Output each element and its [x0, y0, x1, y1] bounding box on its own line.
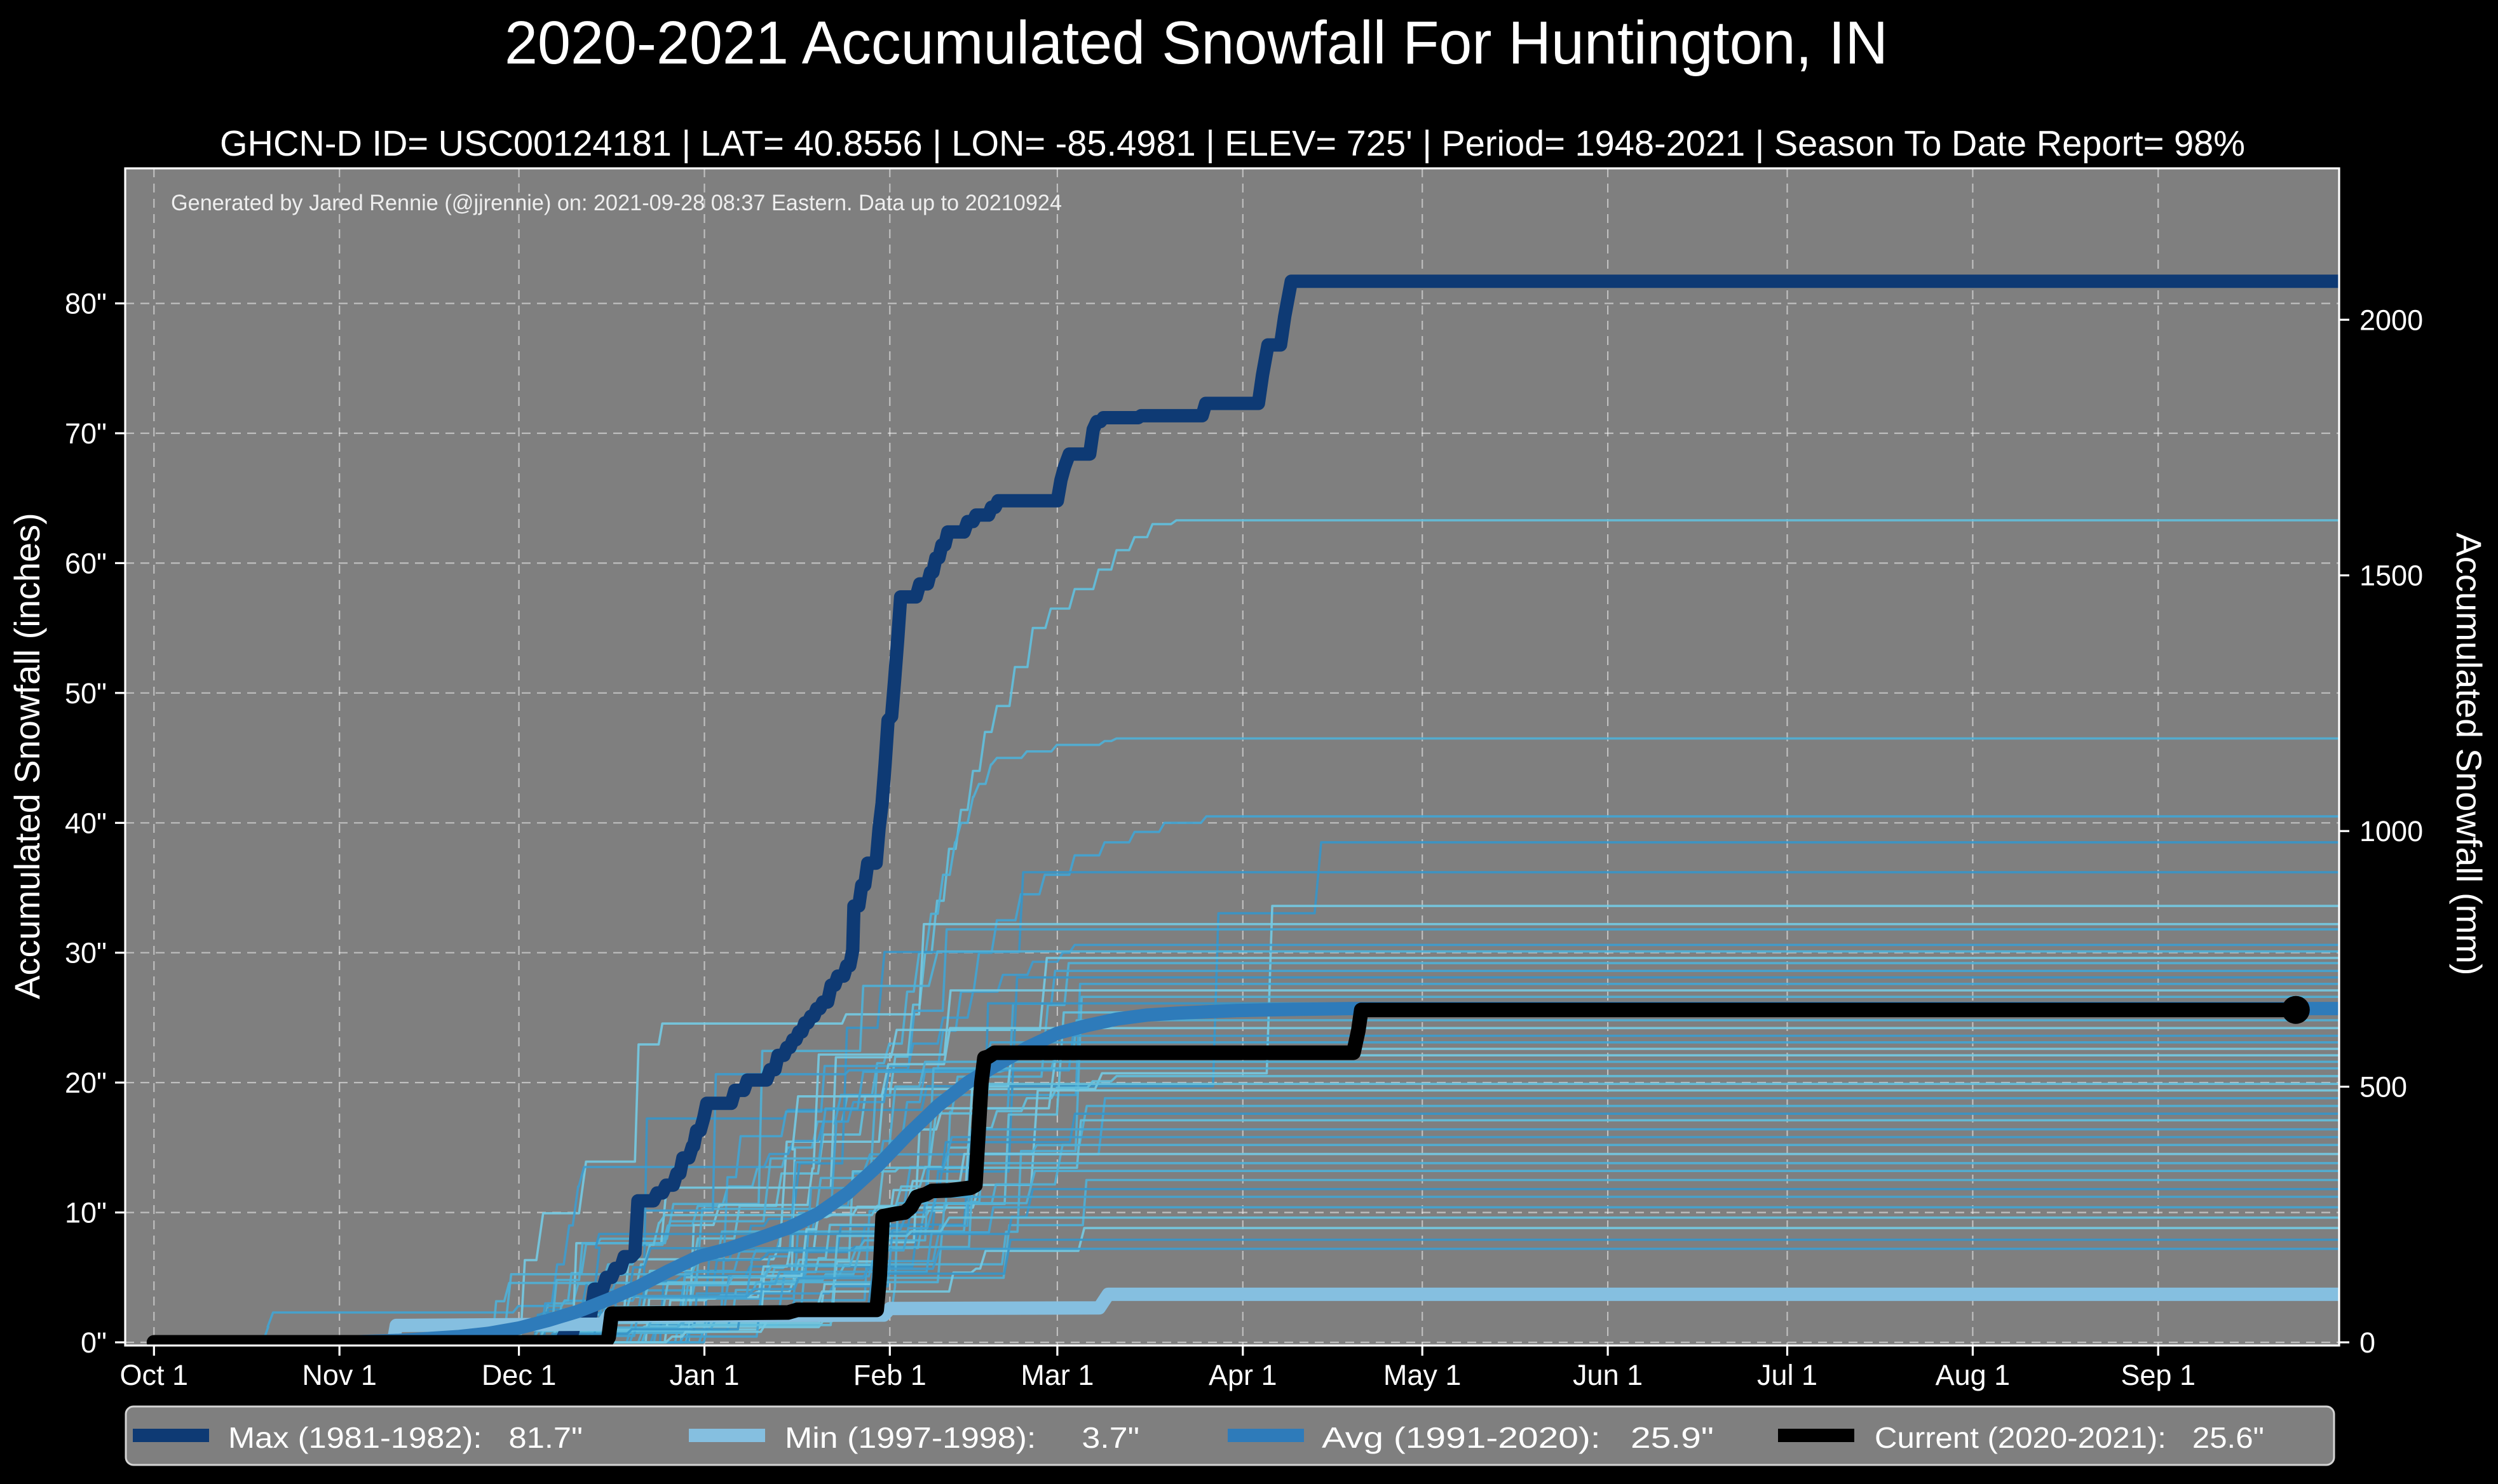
svg-text:Aug 1: Aug 1 — [1936, 1359, 2011, 1391]
svg-text:2000: 2000 — [2359, 304, 2423, 336]
svg-text:Accumulated Snowfall (mm): Accumulated Snowfall (mm) — [2449, 532, 2489, 975]
svg-text:May 1: May 1 — [1383, 1359, 1462, 1391]
svg-text:20": 20" — [65, 1067, 107, 1099]
svg-text:50": 50" — [65, 677, 107, 710]
svg-text:60": 60" — [65, 547, 107, 579]
svg-text:Oct 1: Oct 1 — [120, 1359, 189, 1391]
svg-text:Max (1981-1982): 81.7": Max (1981-1982): 81.7" — [228, 1421, 583, 1454]
svg-text:Avg (1991-2020): 25.9": Avg (1991-2020): 25.9" — [1322, 1421, 1714, 1454]
svg-text:Nov 1: Nov 1 — [302, 1359, 377, 1391]
svg-text:1500: 1500 — [2359, 560, 2423, 592]
svg-text:Accumulated Snowfall (inches): Accumulated Snowfall (inches) — [7, 513, 47, 999]
svg-text:1000: 1000 — [2359, 815, 2423, 847]
svg-text:Jan 1: Jan 1 — [669, 1359, 739, 1391]
svg-text:2020-2021 Accumulated Snowfall: 2020-2021 Accumulated Snowfall For Hunti… — [505, 9, 1888, 77]
svg-text:Feb 1: Feb 1 — [853, 1359, 927, 1391]
svg-text:Generated by Jared Rennie (@jj: Generated by Jared Rennie (@jjrennie) on… — [171, 191, 1062, 215]
svg-text:Dec 1: Dec 1 — [482, 1359, 557, 1391]
svg-text:Mar 1: Mar 1 — [1021, 1359, 1094, 1391]
svg-text:0: 0 — [2359, 1326, 2375, 1359]
svg-text:80": 80" — [65, 288, 107, 320]
svg-text:70": 70" — [65, 417, 107, 450]
svg-text:10": 10" — [65, 1197, 107, 1229]
svg-text:Sep 1: Sep 1 — [2121, 1359, 2196, 1391]
svg-text:Current (2020-2021): 25.6": Current (2020-2021): 25.6" — [1875, 1421, 2264, 1454]
svg-text:Jun 1: Jun 1 — [1573, 1359, 1643, 1391]
svg-text:GHCN-D ID= USC00124181 | LAT=: GHCN-D ID= USC00124181 | LAT= 40.8556 | … — [220, 123, 2245, 164]
svg-text:30": 30" — [65, 937, 107, 969]
svg-text:500: 500 — [2359, 1071, 2407, 1103]
svg-text:40": 40" — [65, 807, 107, 839]
svg-text:Jul 1: Jul 1 — [1757, 1359, 1817, 1391]
svg-text:Min (1997-1998): 3.7": Min (1997-1998): 3.7" — [785, 1421, 1139, 1454]
svg-text:0": 0" — [81, 1326, 107, 1359]
svg-text:Apr 1: Apr 1 — [1209, 1359, 1277, 1391]
